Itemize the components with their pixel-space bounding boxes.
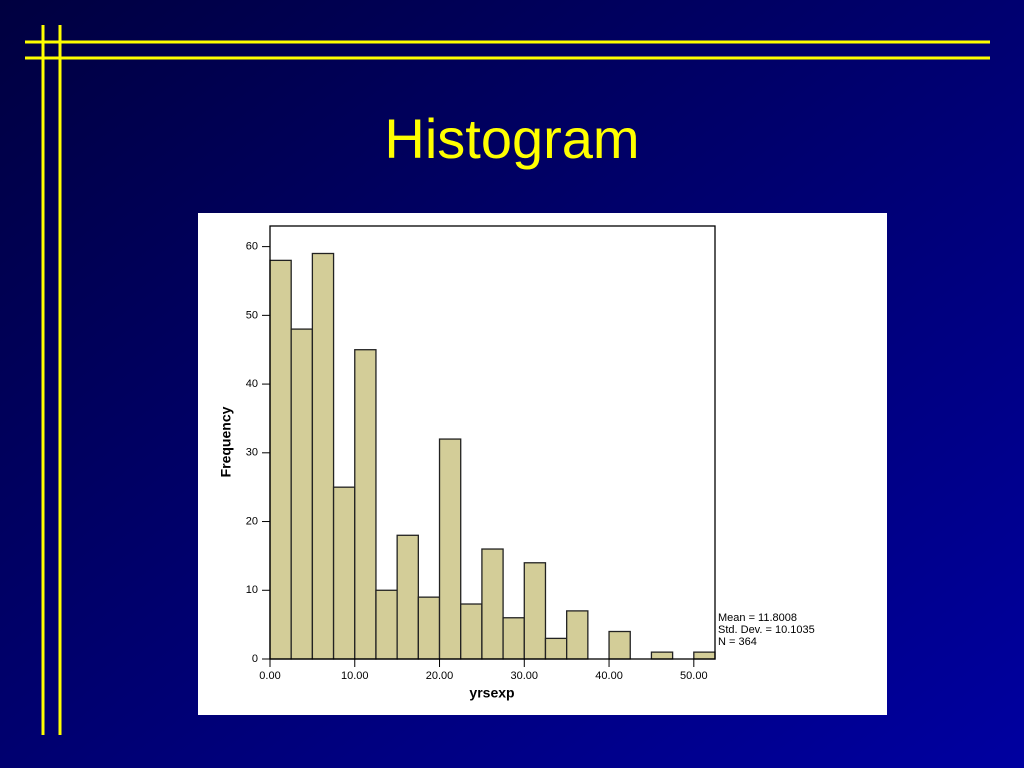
y-tick-label: 20: [246, 515, 258, 527]
x-tick-label: 20.00: [426, 670, 454, 682]
bar: [290, 328, 314, 660]
y-axis-label: Frequency: [218, 406, 234, 477]
y-tick-label: 60: [246, 241, 258, 253]
x-tick-label: 0.00: [259, 670, 280, 682]
bar: [375, 589, 398, 660]
bar: [650, 651, 674, 660]
bar: [438, 438, 462, 660]
bar: [332, 486, 356, 660]
bar: [523, 562, 547, 660]
x-tick-label: 40.00: [595, 670, 623, 682]
x-tick-label: 10.00: [341, 670, 369, 682]
decor-lines: [25, 25, 990, 735]
stats-annotation: Mean = 11.8008: [718, 612, 797, 624]
y-tick-label: 40: [246, 378, 258, 390]
y-tick-label: 10: [246, 584, 258, 596]
bar: [269, 259, 292, 660]
plot-frame: [269, 225, 716, 660]
bar: [693, 651, 716, 660]
slide-title: Histogram: [384, 107, 639, 170]
bar: [566, 610, 589, 660]
y-tick-label: 30: [246, 447, 258, 459]
bar: [460, 603, 483, 660]
y-tick-label: 0: [252, 653, 258, 665]
x-tick-label: 30.00: [511, 670, 539, 682]
stats-annotation: Std. Dev. = 10.1035: [718, 624, 815, 636]
bar: [417, 596, 441, 660]
x-axis-label: yrsexp: [469, 685, 514, 701]
bar: [311, 252, 335, 660]
y-tick-label: 50: [246, 309, 258, 321]
stats-annotation: N = 364: [718, 636, 757, 648]
bar: [608, 630, 631, 660]
bar: [396, 534, 419, 660]
x-tick-label: 50.00: [680, 670, 708, 682]
bar: [502, 617, 525, 660]
bar: [354, 349, 377, 660]
bar: [481, 548, 504, 660]
bar: [544, 637, 568, 660]
